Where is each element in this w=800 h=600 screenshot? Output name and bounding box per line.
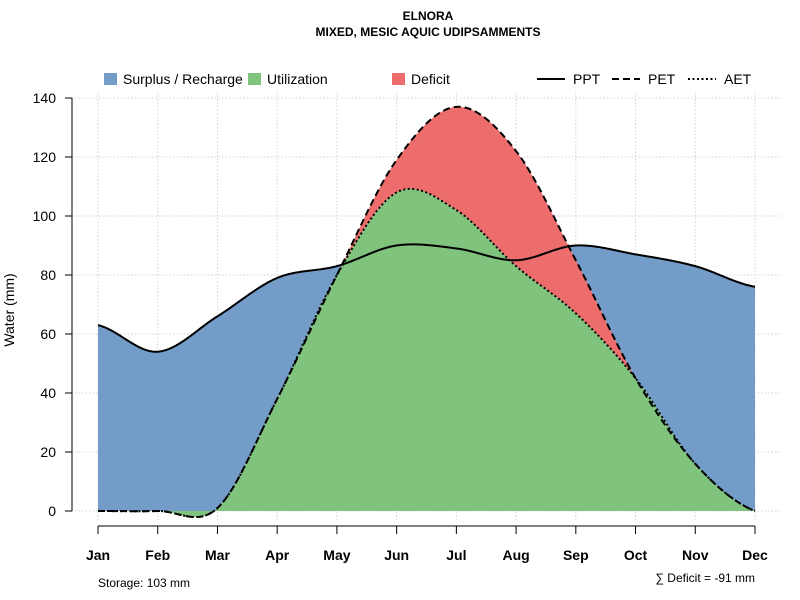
chart-subtitle: MIXED, MESIC AQUIC UDIPSAMMENTS bbox=[316, 25, 541, 39]
legend: Surplus / Recharge Utilization Deficit PPT P… bbox=[104, 71, 752, 87]
x-tick-label: Mar bbox=[205, 547, 230, 563]
x-tick-label: Aug bbox=[502, 547, 529, 563]
x-tick-label: Oct bbox=[624, 547, 648, 563]
series-line-aet bbox=[98, 187, 756, 519]
chart-title: ELNORA bbox=[403, 9, 454, 23]
x-tick-label: Feb bbox=[145, 547, 170, 563]
legend-swatch-1 bbox=[104, 73, 117, 85]
x-tick-label: Nov bbox=[682, 547, 709, 563]
legend-swatch-3 bbox=[392, 73, 405, 85]
series-line-ppt bbox=[97, 243, 756, 353]
x-tick-label: Jan bbox=[86, 547, 110, 563]
x-tick-label: Jun bbox=[384, 547, 409, 563]
area-fills bbox=[98, 106, 755, 518]
x-tick-label: Sep bbox=[563, 547, 589, 563]
y-axis-label: Water (mm) bbox=[1, 273, 17, 346]
utilization-area bbox=[98, 188, 755, 518]
legend-label-1: Surplus / Recharge bbox=[123, 71, 243, 87]
deficit-area bbox=[98, 106, 755, 518]
x-tick-label: May bbox=[323, 547, 350, 563]
y-tick-label: 120 bbox=[33, 149, 57, 165]
deficit-total-label: ∑ Deficit = -91 mm bbox=[655, 571, 755, 585]
y-tick-label: 40 bbox=[40, 385, 56, 401]
y-tick-label: 60 bbox=[40, 326, 56, 342]
legend-label-3: Deficit bbox=[411, 71, 450, 87]
y-tick-label: 0 bbox=[48, 503, 56, 519]
storage-label: Storage: 103 mm bbox=[98, 576, 190, 590]
series-lines bbox=[97, 105, 756, 519]
legend-swatch-2 bbox=[248, 73, 261, 85]
y-tick-label: 80 bbox=[40, 267, 56, 283]
y-tick-label: 20 bbox=[40, 444, 56, 460]
legend-label-ppt: PPT bbox=[573, 71, 601, 87]
y-tick-label: 100 bbox=[33, 208, 57, 224]
y-tick-label: 140 bbox=[33, 90, 57, 106]
x-tick-label: Apr bbox=[265, 547, 290, 563]
series-line-pet bbox=[98, 105, 756, 519]
x-tick-label: Dec bbox=[742, 547, 768, 563]
legend-label-pet: PET bbox=[648, 71, 676, 87]
x-tick-label: Jul bbox=[446, 547, 466, 563]
legend-label-aet: AET bbox=[724, 71, 752, 87]
legend-label-2: Utilization bbox=[267, 71, 328, 87]
axes: 0 20 40 60 80 100 120 140 Jan Feb Mar Apr May Jun Jul A… bbox=[33, 90, 768, 563]
